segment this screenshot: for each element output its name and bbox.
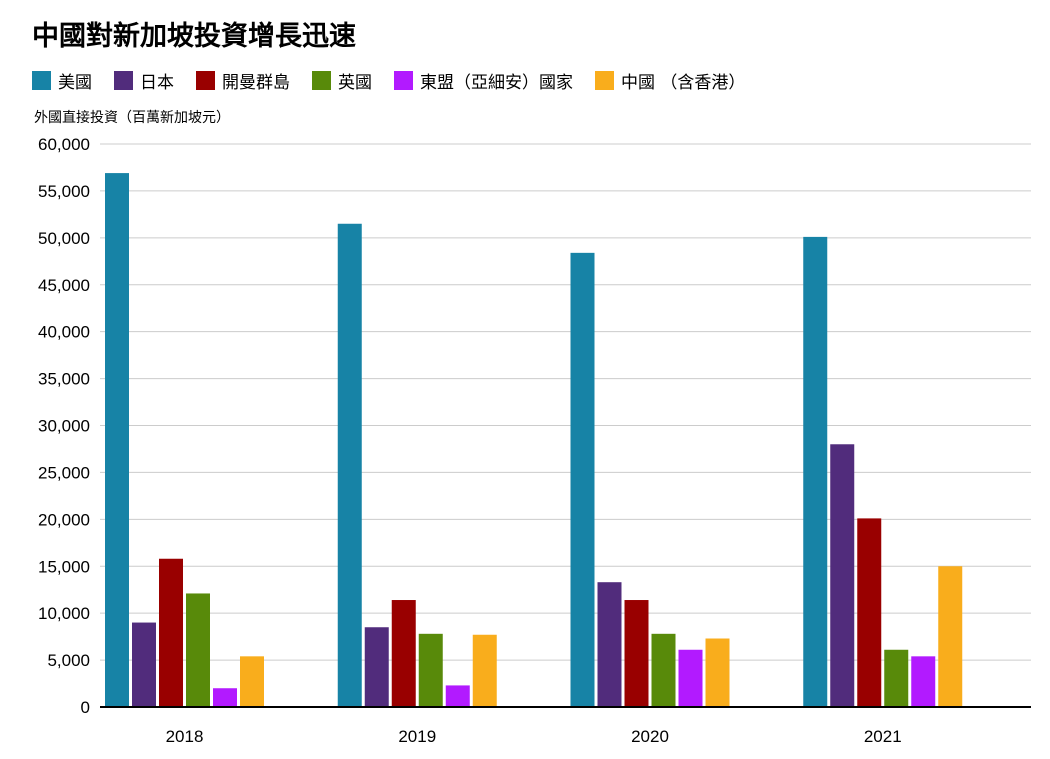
legend-label: 開曼群島 bbox=[222, 73, 290, 93]
bar bbox=[159, 558, 183, 707]
y-tick-label: 0 bbox=[81, 698, 90, 717]
legend-label: 中國 （含香港） bbox=[621, 73, 746, 93]
legend-label: 英國 bbox=[338, 73, 372, 93]
legend-swatch bbox=[114, 71, 133, 90]
y-tick-label: 5,000 bbox=[47, 651, 90, 670]
y-tick-label: 15,000 bbox=[38, 557, 90, 576]
bar bbox=[803, 236, 828, 707]
bar bbox=[597, 582, 622, 707]
legend-item: 開曼群島 bbox=[196, 68, 290, 93]
y-tick-label: 25,000 bbox=[38, 463, 90, 482]
y-tick-label: 20,000 bbox=[38, 510, 90, 529]
bar bbox=[132, 622, 156, 707]
bar bbox=[445, 685, 470, 707]
bar bbox=[624, 600, 649, 707]
legend-label: 日本 bbox=[140, 73, 174, 93]
x-tick-label: 2019 bbox=[398, 727, 436, 746]
legend-item: 東盟（亞細安）國家 bbox=[394, 68, 573, 93]
bar bbox=[938, 566, 963, 707]
legend-swatch bbox=[394, 71, 413, 90]
bar bbox=[830, 444, 855, 707]
y-tick-label: 10,000 bbox=[38, 604, 90, 623]
bar bbox=[418, 633, 443, 707]
bar bbox=[364, 627, 389, 707]
legend-item: 日本 bbox=[114, 68, 174, 93]
bar bbox=[391, 600, 416, 707]
chart-title: 中國對新加坡投資增長迅速 bbox=[32, 21, 356, 52]
bar bbox=[472, 634, 497, 707]
legend-swatch bbox=[196, 71, 215, 90]
y-tick-label: 50,000 bbox=[38, 229, 90, 248]
y-axis-label: 外國直接投資（百萬新加坡元） bbox=[34, 110, 230, 126]
x-tick-label: 2020 bbox=[631, 727, 669, 746]
y-tick-label: 35,000 bbox=[38, 370, 90, 389]
x-tick-label: 2018 bbox=[166, 727, 204, 746]
bar bbox=[213, 688, 237, 707]
bar bbox=[651, 633, 676, 707]
bar bbox=[337, 223, 362, 707]
y-tick-label: 60,000 bbox=[38, 135, 90, 154]
legend-swatch bbox=[595, 71, 614, 90]
y-tick-label: 55,000 bbox=[38, 182, 90, 201]
bar bbox=[705, 638, 730, 707]
legend: 美國 日本 開曼群島 英國 東盟（亞細安）國家 中國 （含香港） bbox=[32, 68, 767, 93]
y-tick-label: 30,000 bbox=[38, 417, 90, 436]
legend-swatch bbox=[32, 71, 51, 90]
bar bbox=[884, 649, 909, 707]
y-tick-label: 45,000 bbox=[38, 276, 90, 295]
legend-item: 中國 （含香港） bbox=[595, 68, 745, 93]
bar bbox=[678, 649, 703, 707]
legend-label: 東盟（亞細安）國家 bbox=[420, 73, 573, 93]
bar bbox=[857, 518, 882, 707]
x-tick-label: 2021 bbox=[864, 727, 902, 746]
bar bbox=[186, 593, 210, 707]
legend-swatch bbox=[312, 71, 331, 90]
legend-label: 美國 bbox=[58, 73, 92, 93]
bar bbox=[911, 656, 936, 707]
bar bbox=[570, 252, 595, 707]
legend-item: 英國 bbox=[312, 68, 372, 93]
bar bbox=[105, 173, 129, 708]
bar bbox=[240, 656, 264, 707]
y-tick-label: 40,000 bbox=[38, 323, 90, 342]
legend-item: 美國 bbox=[32, 68, 92, 93]
